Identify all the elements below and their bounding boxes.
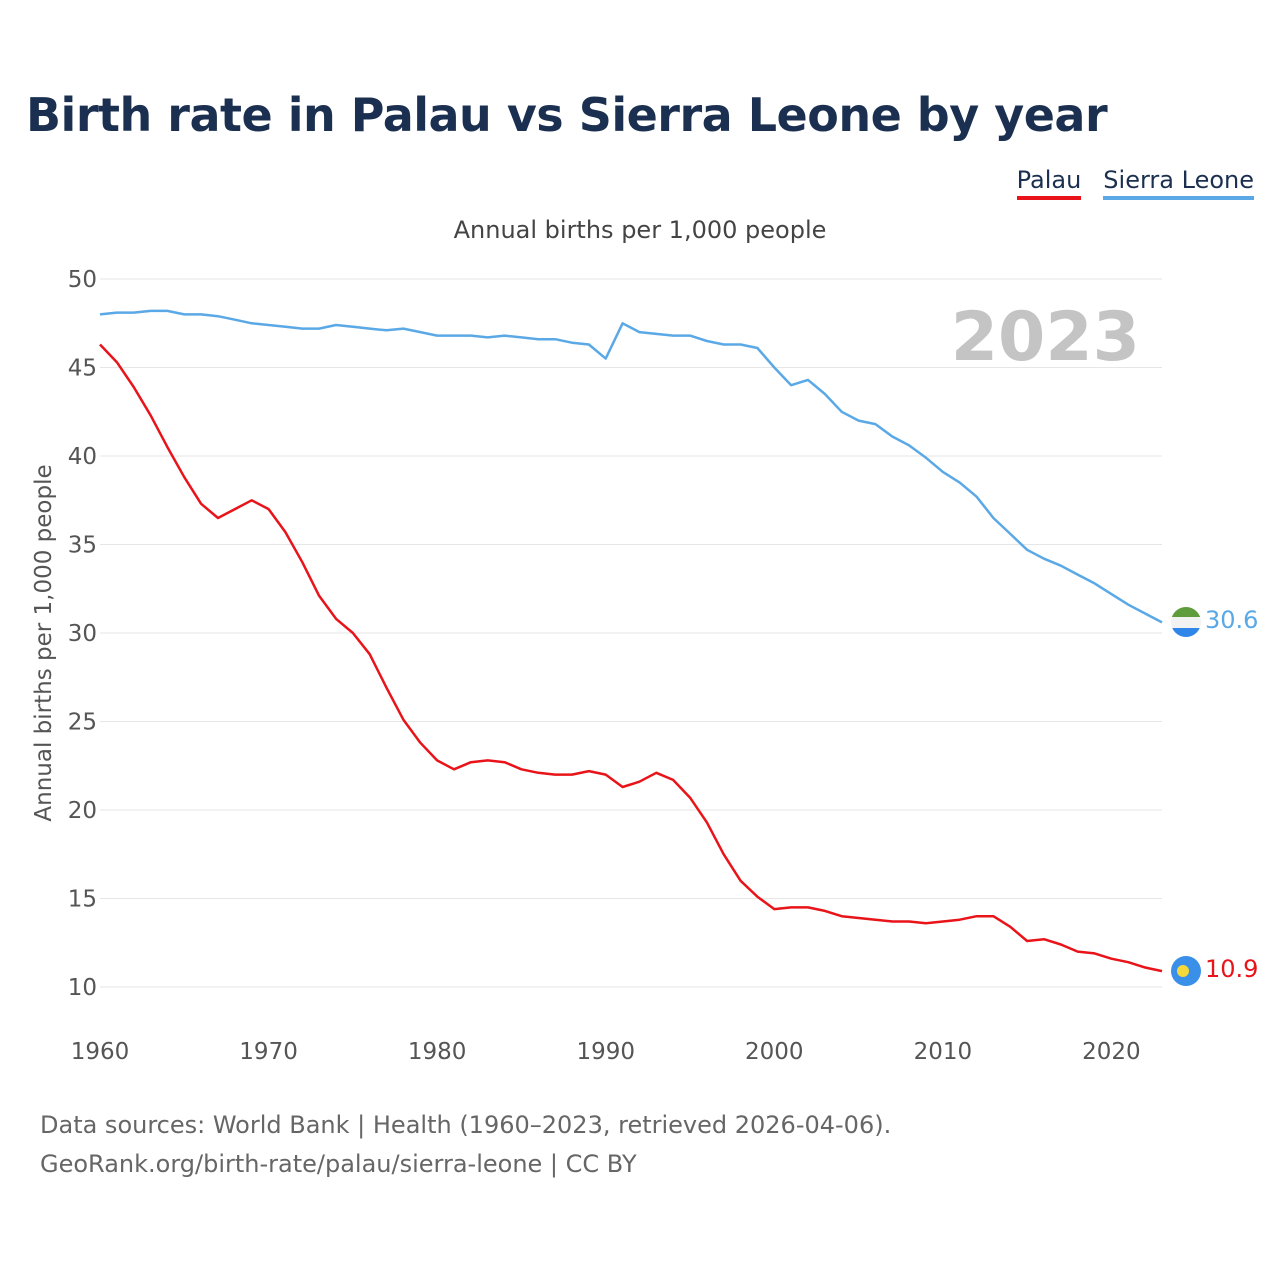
sierra-leone-end-label: 30.6 <box>1205 606 1258 634</box>
x-tick-label: 2020 <box>1082 1039 1141 1065</box>
legend: Palau Sierra Leone <box>1016 166 1254 200</box>
x-tick-label: 1990 <box>576 1039 635 1065</box>
y-tick-label: 20 <box>68 798 97 824</box>
chart-subtitle: Annual births per 1,000 people <box>453 216 827 244</box>
x-axis-ticks: 1960 1970 1980 1990 2000 2010 2020 <box>71 1039 1141 1065</box>
legend-item-palau[interactable]: Palau <box>1016 166 1082 200</box>
y-tick-label: 45 <box>68 356 97 382</box>
x-tick-label: 1970 <box>239 1039 298 1065</box>
y-tick-label: 25 <box>68 710 97 736</box>
chart-title: Birth rate in Palau vs Sierra Leone by y… <box>26 88 1108 142</box>
palau-end-label: 10.9 <box>1205 955 1258 983</box>
source-line-1: Data sources: World Bank | Health (1960–… <box>40 1111 892 1139</box>
series-line-palau[interactable] <box>99 343 1163 973</box>
series-lines <box>99 309 1163 973</box>
x-tick-label: 2010 <box>914 1039 973 1065</box>
y-tick-label: 50 <box>68 267 97 293</box>
series-line-sierra-leone[interactable] <box>99 309 1163 624</box>
line-chart: 10 15 20 25 30 35 40 45 50 1960 1970 1980 1990 2000 2… <box>31 267 1258 1065</box>
y-tick-label: 15 <box>68 887 97 913</box>
y-tick-label: 30 <box>68 621 97 647</box>
palau-flag-icon <box>1171 956 1201 986</box>
y-axis-label: Annual births per 1,000 people <box>31 464 57 821</box>
y-tick-label: 40 <box>68 444 97 470</box>
year-watermark: 2023 <box>951 298 1140 377</box>
y-tick-label: 35 <box>68 533 97 559</box>
source-note: Data sources: World Bank | Health (1960–… <box>40 1106 891 1184</box>
y-tick-label: 10 <box>68 975 97 1001</box>
grid-lines <box>100 278 1162 988</box>
source-line-2[interactable]: GeoRank.org/birth-rate/palau/sierra-leon… <box>40 1150 637 1178</box>
x-tick-label: 1960 <box>71 1039 130 1065</box>
y-axis-ticks: 10 15 20 25 30 35 40 45 50 <box>68 267 97 1001</box>
x-tick-label: 1980 <box>408 1039 467 1065</box>
sierra-leone-flag-icon <box>1171 607 1201 637</box>
legend-item-sierra-leone[interactable]: Sierra Leone <box>1103 166 1254 200</box>
x-tick-label: 2000 <box>745 1039 804 1065</box>
